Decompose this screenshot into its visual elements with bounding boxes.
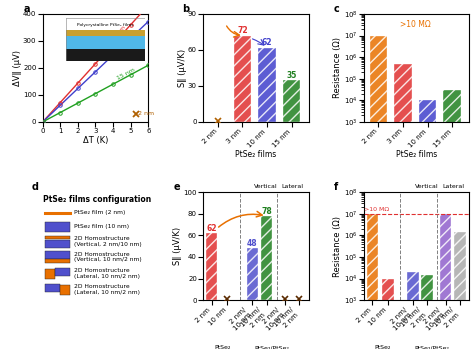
Bar — [407, 272, 419, 349]
Bar — [383, 279, 393, 349]
Text: a: a — [24, 4, 30, 14]
Text: 2D Homostructure
(Lateral, 10 nm/2 nm): 2D Homostructure (Lateral, 10 nm/2 nm) — [74, 268, 140, 279]
Text: >10 MΩ: >10 MΩ — [365, 207, 390, 212]
Text: PtSe₂ film (2 nm): PtSe₂ film (2 nm) — [74, 210, 126, 215]
Bar — [261, 216, 272, 300]
Text: 2D Homostructure
(Lateral, 10 nm/2 nm): 2D Homostructure (Lateral, 10 nm/2 nm) — [74, 284, 140, 295]
FancyBboxPatch shape — [45, 240, 70, 248]
Text: 10 nm: 10 nm — [115, 34, 132, 51]
FancyBboxPatch shape — [45, 222, 70, 232]
Y-axis label: ΔV‖ (μV): ΔV‖ (μV) — [12, 50, 21, 86]
Text: Lateral: Lateral — [282, 184, 303, 189]
Text: PtSe₂/PtSe₂
Homostructures: PtSe₂/PtSe₂ Homostructures — [246, 346, 297, 349]
Y-axis label: S‖ (μV/K): S‖ (μV/K) — [178, 49, 187, 87]
Text: 72: 72 — [237, 26, 248, 35]
Bar — [440, 214, 451, 349]
Text: 2 nm: 2 nm — [137, 111, 154, 116]
Text: 2D Homostructure
(Vertical, 10 nm/2 nm): 2D Homostructure (Vertical, 10 nm/2 nm) — [74, 252, 142, 262]
Text: PtSe₂ film (10 nm): PtSe₂ film (10 nm) — [74, 224, 129, 229]
Text: 35: 35 — [286, 70, 297, 80]
Text: PtSe₂
films: PtSe₂ films — [214, 346, 230, 349]
FancyBboxPatch shape — [60, 285, 70, 295]
Y-axis label: Resistance (Ω): Resistance (Ω) — [333, 37, 342, 98]
Text: b: b — [182, 4, 189, 14]
Text: 62: 62 — [262, 38, 272, 47]
FancyBboxPatch shape — [45, 284, 60, 292]
Y-axis label: S‖ (μV/K): S‖ (μV/K) — [173, 227, 182, 265]
Bar — [419, 101, 437, 349]
Text: PtSe₂
films: PtSe₂ films — [374, 346, 391, 349]
Text: Lateral: Lateral — [442, 184, 464, 189]
Bar — [258, 47, 276, 122]
Bar — [454, 231, 465, 349]
Text: 15 nm: 15 nm — [117, 67, 137, 81]
Text: 48: 48 — [247, 239, 258, 248]
Bar — [234, 36, 251, 122]
X-axis label: PtSe₂ films: PtSe₂ films — [396, 150, 437, 159]
Bar — [370, 36, 387, 349]
X-axis label: ΔT (K): ΔT (K) — [83, 136, 108, 144]
Text: 2D Homostructure
(Vertical, 2 nm/10 nm): 2D Homostructure (Vertical, 2 nm/10 nm) — [74, 236, 142, 247]
Text: 3 nm: 3 nm — [113, 25, 127, 41]
Bar — [394, 64, 412, 349]
Text: f: f — [334, 182, 338, 192]
Text: c: c — [334, 4, 340, 14]
Bar — [283, 80, 301, 122]
Bar — [443, 90, 461, 349]
Text: Vertical: Vertical — [415, 184, 438, 189]
Text: 62: 62 — [207, 224, 217, 233]
FancyBboxPatch shape — [45, 236, 70, 239]
Text: e: e — [173, 182, 180, 192]
Text: >10 MΩ: >10 MΩ — [400, 20, 430, 29]
X-axis label: PtSe₂ films: PtSe₂ films — [235, 150, 277, 159]
FancyBboxPatch shape — [45, 259, 70, 263]
Text: Vertical: Vertical — [254, 184, 278, 189]
Bar — [247, 248, 258, 300]
Bar — [366, 214, 378, 349]
Bar — [421, 275, 433, 349]
Text: PtSe₂/PtSe₂
Homostructures: PtSe₂/PtSe₂ Homostructures — [407, 346, 457, 349]
Text: PtSe₂ films configuration: PtSe₂ films configuration — [43, 195, 151, 205]
FancyBboxPatch shape — [55, 268, 70, 276]
Bar — [206, 233, 218, 300]
Y-axis label: Resistance (Ω): Resistance (Ω) — [333, 216, 342, 277]
FancyBboxPatch shape — [45, 269, 55, 279]
Text: 78: 78 — [261, 207, 272, 216]
FancyBboxPatch shape — [45, 251, 70, 259]
Text: d: d — [32, 182, 39, 192]
